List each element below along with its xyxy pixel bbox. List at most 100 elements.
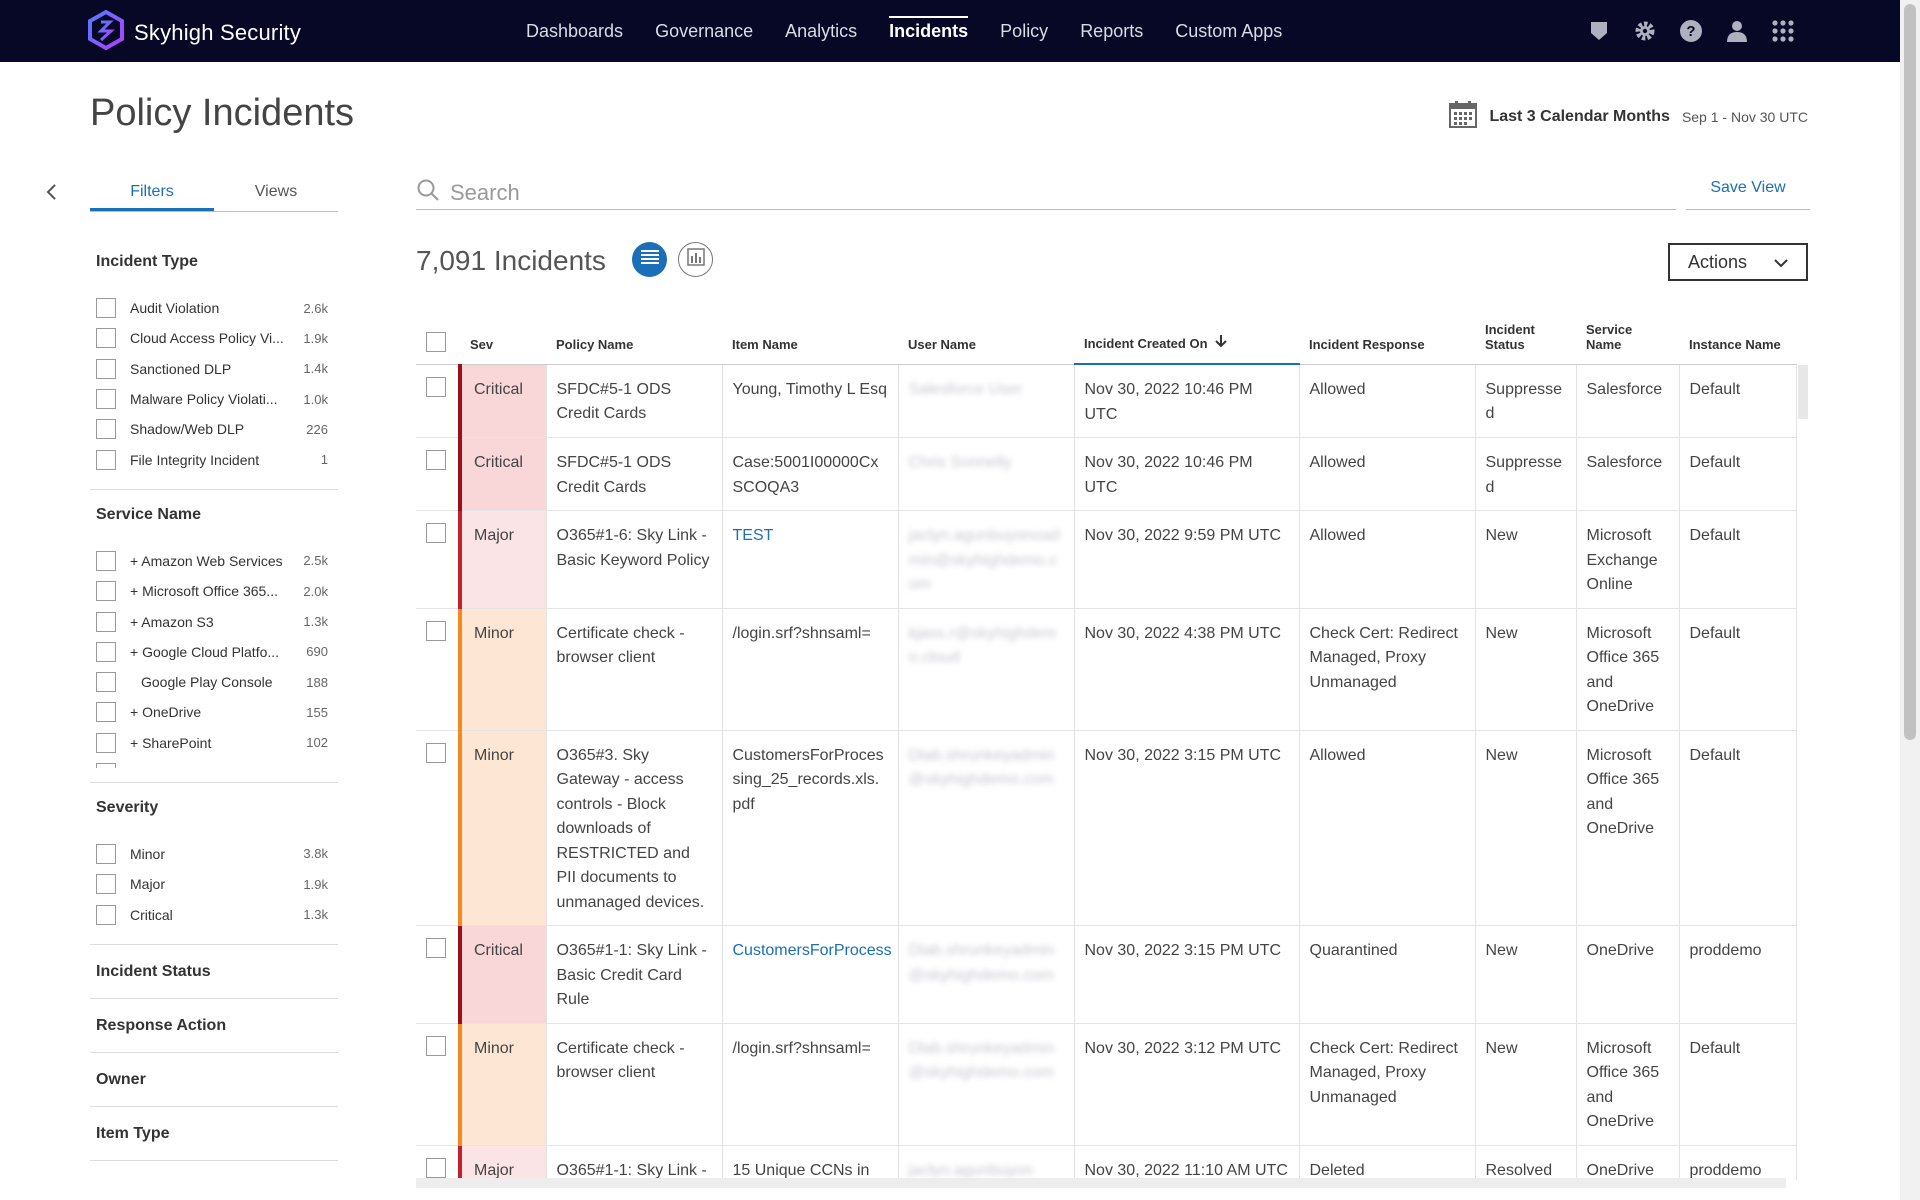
filter-option[interactable]: Shadow/Web DLP 226 (90, 414, 338, 444)
list-view-button[interactable] (632, 242, 667, 277)
filter-checkbox[interactable] (96, 641, 116, 662)
user-icon[interactable] (1725, 19, 1749, 43)
filter-checkbox[interactable] (96, 581, 116, 602)
col-service-name[interactable]: Service Name (1576, 310, 1679, 365)
row-checkbox[interactable] (426, 1035, 446, 1056)
collapse-sidebar-button[interactable] (44, 182, 58, 208)
gear-icon[interactable] (1633, 19, 1657, 43)
table-horizontal-scrollbar[interactable] (416, 1178, 1786, 1188)
item-name-cell[interactable]: CustomersForProcess (722, 925, 899, 1024)
filter-option[interactable]: + Google Cloud Platfo... 690 (90, 637, 338, 667)
filter-checkbox[interactable] (96, 672, 116, 693)
row-checkbox[interactable] (426, 376, 446, 397)
search-input[interactable] (450, 179, 1450, 206)
page-scrollbar-thumb[interactable] (1904, 4, 1916, 740)
filter-checkbox[interactable] (96, 732, 116, 753)
filter-checkbox[interactable] (96, 702, 116, 723)
table-row[interactable]: Critical SFDC#5-1 ODS Credit Cards Case:50… (416, 437, 1797, 511)
item-name-cell[interactable]: TEST (722, 510, 899, 609)
save-view-button[interactable]: Save View (1686, 176, 1810, 210)
table-row[interactable]: Critical SFDC#5-1 ODS Credit Cards Young, … (416, 364, 1797, 438)
nav-item-reports[interactable]: Reports (1080, 21, 1144, 41)
filter-option[interactable]: Major 1.9k (90, 869, 338, 899)
nav-item-policy[interactable]: Policy (1000, 21, 1049, 41)
tab-filters[interactable]: Filters (90, 178, 214, 211)
table-body: Critical SFDC#5-1 ODS Credit Cards Young, … (416, 364, 1797, 1180)
date-range-label[interactable]: Last 3 Calendar Months (1489, 107, 1670, 125)
filter-checkbox[interactable] (96, 389, 116, 410)
row-checkbox[interactable] (426, 1157, 446, 1178)
page-scrollbar[interactable] (1900, 0, 1920, 1200)
filter-option-count: 155 (306, 704, 328, 720)
filter-section-owner[interactable]: Owner (90, 1053, 338, 1107)
row-checkbox[interactable] (426, 620, 446, 641)
table-row[interactable]: Major O365#1-1: Sky Link -15 Unique CCNs … (416, 1145, 1797, 1180)
filter-option[interactable]: File Integrity Incident 1 (90, 444, 338, 474)
apps-grid-icon[interactable] (1771, 19, 1795, 43)
nav-item-incidents[interactable]: Incidents (873, 0, 984, 62)
filter-checkbox[interactable] (96, 904, 116, 925)
filter-section-title[interactable]: Severity (96, 798, 159, 816)
filter-checkbox[interactable] (96, 298, 116, 319)
filter-checkbox[interactable] (96, 358, 116, 379)
col-policy-name[interactable]: Policy Name (546, 310, 722, 365)
filter-option[interactable]: Malware Policy Violati... 1.0k (90, 384, 338, 414)
filter-checkbox[interactable] (96, 843, 116, 864)
filter-section-response-action[interactable]: Response Action (90, 999, 338, 1053)
filter-option[interactable]: Google Play Console 188 (90, 667, 338, 697)
row-checkbox[interactable] (426, 450, 446, 470)
filter-option[interactable]: + Amazon Web Services 2.5k (90, 546, 338, 576)
row-checkbox[interactable] (426, 742, 446, 763)
chart-view-button[interactable] (678, 242, 713, 277)
col-sev[interactable]: Sev (460, 310, 546, 365)
filter-option[interactable]: + Salesforce74 (90, 758, 338, 768)
filter-checkbox[interactable] (96, 611, 116, 632)
nav-item-dashboards[interactable]: Dashboards (526, 21, 624, 41)
tab-views[interactable]: Views (254, 183, 298, 200)
table-row[interactable]: Major O365#1-6: Sky Link - Basic Keyword … (416, 510, 1797, 609)
row-checkbox[interactable] (426, 938, 446, 958)
filter-option[interactable]: + Amazon S3 1.3k (90, 606, 338, 636)
col-incident-created-on[interactable]: Incident Created On (1074, 310, 1299, 365)
col-instance-name[interactable]: Instance Name (1679, 310, 1796, 365)
filter-section-title[interactable]: Service Name (96, 505, 201, 523)
col-user-name[interactable]: User Name (898, 310, 1074, 365)
filter-section-incident-status[interactable]: Incident Status (90, 945, 338, 999)
brand[interactable]: Skyhigh Security (88, 9, 301, 55)
filter-checkbox[interactable] (96, 550, 116, 571)
col-incident-status[interactable]: Incident Status (1475, 310, 1576, 365)
response-cell: Check Cert: Redirect Managed, Proxy Unma… (1299, 1023, 1476, 1146)
filter-checkbox[interactable] (96, 419, 116, 440)
filter-option[interactable]: Audit Violation 2.6k (90, 293, 338, 323)
filter-option[interactable]: Critical 1.3k (90, 899, 338, 929)
filter-option[interactable]: Sanctioned DLP 1.4k (90, 354, 338, 384)
help-icon[interactable]: ? (1679, 19, 1703, 43)
nav-item-analytics[interactable]: Analytics (785, 21, 858, 41)
select-all-checkbox[interactable] (426, 331, 446, 352)
filter-checkbox[interactable] (96, 449, 116, 470)
filter-option[interactable]: + Microsoft Office 365... 2.0k (90, 576, 338, 606)
table-row[interactable]: Critical O365#1-1: Sky Link - Basic Credi… (416, 925, 1797, 1024)
filter-checkbox[interactable] (96, 763, 116, 768)
filter-option[interactable]: + SharePoint 102 (90, 728, 338, 758)
filter-checkbox[interactable] (96, 874, 116, 895)
nav-item-governance[interactable]: Governance (655, 21, 754, 41)
filter-option[interactable]: Minor 3.8k (90, 839, 338, 869)
col-incident-response[interactable]: Incident Response (1299, 310, 1475, 365)
filter-option[interactable]: Cloud Access Policy Vi... 1.9k (90, 323, 338, 353)
table-row[interactable]: Minor O365#3. Sky Gateway - access contro… (416, 730, 1797, 926)
date-range-picker[interactable]: Last 3 Calendar Months Sep 1 - Nov 30 UT… (1449, 100, 1808, 133)
table-scrollbar-thumb[interactable] (1798, 365, 1808, 419)
calendar-icon[interactable] (1449, 100, 1478, 133)
table-row[interactable]: Minor Certificate check - browser client /… (416, 1023, 1797, 1146)
table-row[interactable]: Minor Certificate check - browser client /… (416, 608, 1797, 731)
filter-option[interactable]: + OneDrive 155 (90, 697, 338, 727)
nav-item-custom-apps[interactable]: Custom Apps (1175, 21, 1283, 41)
filter-section-title[interactable]: Incident Type (96, 253, 198, 270)
actions-dropdown[interactable]: Actions (1668, 243, 1808, 281)
filter-checkbox[interactable] (96, 328, 116, 349)
col-item-name[interactable]: Item Name (722, 310, 898, 365)
filter-section-item-type[interactable]: Item Type (90, 1107, 338, 1161)
row-checkbox[interactable] (426, 523, 446, 543)
shield-icon[interactable] (1587, 19, 1611, 43)
